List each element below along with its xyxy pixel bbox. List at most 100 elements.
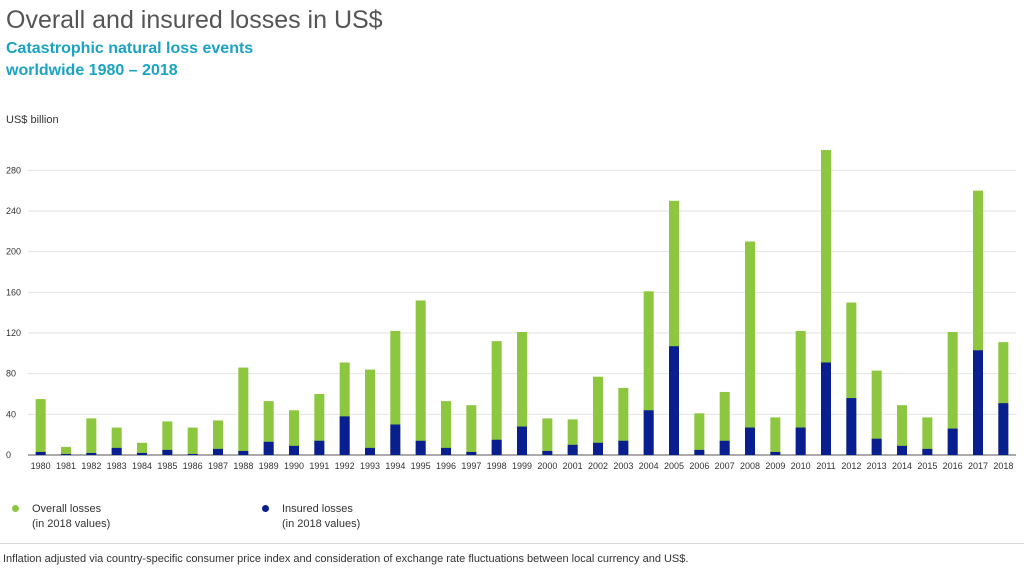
x-tick-label: 1995 bbox=[411, 461, 431, 471]
x-tick-label: 2010 bbox=[791, 461, 811, 471]
bar-insured bbox=[238, 450, 249, 455]
bar-insured bbox=[111, 447, 122, 455]
bar-insured bbox=[35, 451, 46, 455]
x-tick-label: 2000 bbox=[537, 461, 557, 471]
x-tick-label: 1997 bbox=[461, 461, 481, 471]
bar-overall bbox=[922, 417, 933, 455]
x-tick-label: 2003 bbox=[613, 461, 633, 471]
bar-insured bbox=[314, 440, 325, 455]
bar-overall bbox=[111, 427, 122, 455]
bar-overall bbox=[314, 394, 325, 455]
bar-overall bbox=[846, 302, 857, 455]
bar-overall bbox=[871, 370, 882, 455]
bar-insured bbox=[897, 445, 907, 455]
bar-insured bbox=[466, 451, 477, 455]
bar-overall bbox=[137, 442, 147, 455]
legend-overall-swatch bbox=[12, 505, 19, 512]
x-tick-label: 1996 bbox=[436, 461, 456, 471]
bar-overall bbox=[669, 200, 679, 455]
y-tick-label: 120 bbox=[6, 328, 21, 338]
y-tick-label: 0 bbox=[6, 450, 11, 460]
x-tick-label: 1989 bbox=[259, 461, 279, 471]
bar-overall bbox=[694, 413, 705, 455]
bar-insured bbox=[339, 416, 350, 455]
bar-overall bbox=[618, 387, 629, 455]
bar-insured bbox=[187, 453, 198, 455]
bar-overall bbox=[187, 427, 198, 455]
bar-insured bbox=[441, 447, 451, 455]
bar-insured bbox=[618, 440, 629, 455]
bar-insured bbox=[719, 440, 730, 455]
bar-overall bbox=[719, 391, 730, 455]
y-tick-label: 80 bbox=[6, 369, 16, 379]
bar-overall bbox=[593, 376, 603, 455]
bar-overall bbox=[35, 399, 46, 455]
loss-bar-chart: 0 40 80 120 160 200 240 280 1980 1981 1982 1983 1984… bbox=[6, 150, 1016, 471]
bar-insured bbox=[593, 442, 603, 455]
x-tick-label: 2002 bbox=[588, 461, 608, 471]
legend-overall-label: Overall losses (in 2018 values) bbox=[32, 503, 111, 530]
y-tick-label: 40 bbox=[6, 409, 16, 419]
x-tick-label: 2001 bbox=[563, 461, 583, 471]
y-tick-label: 240 bbox=[6, 206, 21, 216]
bar-insured bbox=[137, 452, 147, 455]
bar-insured bbox=[542, 450, 553, 455]
x-tick-label: 1999 bbox=[512, 461, 532, 471]
bar-insured bbox=[973, 350, 983, 455]
bar-overall bbox=[643, 291, 654, 455]
bar-insured bbox=[289, 445, 299, 455]
bar-insured bbox=[669, 346, 679, 455]
x-tick-label: 1983 bbox=[107, 461, 127, 471]
chart-subtitle: Catastrophic natural loss events worldwi… bbox=[6, 40, 254, 79]
x-tick-label: 1985 bbox=[157, 461, 177, 471]
legend-insured-swatch bbox=[262, 505, 269, 512]
bar-insured bbox=[795, 427, 806, 455]
y-tick-label: 200 bbox=[6, 247, 21, 257]
bar-overall bbox=[745, 241, 755, 455]
x-tick-label: 1998 bbox=[487, 461, 507, 471]
x-tick-label: 1993 bbox=[360, 461, 380, 471]
bar-overall bbox=[491, 341, 502, 455]
footnote: Inflation adjusted via country-specific … bbox=[3, 553, 689, 565]
bar-insured bbox=[770, 451, 781, 455]
bar-overall bbox=[897, 405, 907, 455]
y-tick-label: 160 bbox=[6, 287, 21, 297]
bar-insured bbox=[415, 440, 426, 455]
bar-overall bbox=[415, 300, 426, 455]
bar-insured bbox=[365, 447, 375, 455]
x-tick-label: 2017 bbox=[968, 461, 988, 471]
bar-overall bbox=[466, 405, 477, 455]
x-tick-label: 1987 bbox=[208, 461, 228, 471]
bar-insured bbox=[947, 428, 958, 455]
bar-insured bbox=[491, 439, 502, 455]
bar-insured bbox=[846, 398, 857, 455]
x-tick-label: 2013 bbox=[867, 461, 887, 471]
x-tick-label: 2014 bbox=[892, 461, 912, 471]
bar-overall bbox=[61, 446, 71, 455]
y-tick-label: 280 bbox=[6, 165, 21, 175]
bar-insured bbox=[162, 449, 173, 455]
bar-insured bbox=[694, 449, 705, 455]
x-tick-label: 1984 bbox=[132, 461, 152, 471]
bar-overall bbox=[973, 190, 983, 455]
x-tick-label: 2016 bbox=[943, 461, 963, 471]
x-tick-label: 1986 bbox=[183, 461, 203, 471]
bar-overall bbox=[263, 401, 274, 455]
x-tick-label: 2018 bbox=[993, 461, 1013, 471]
y-axis-unit-label: US$ billion bbox=[6, 114, 59, 126]
x-tick-label: 2004 bbox=[639, 461, 659, 471]
bar-insured bbox=[643, 410, 654, 455]
x-tick-label: 2011 bbox=[816, 461, 835, 471]
bar-insured bbox=[567, 444, 578, 455]
x-tick-label: 1980 bbox=[31, 461, 51, 471]
bar-insured bbox=[390, 424, 401, 455]
x-tick-label: 1982 bbox=[81, 461, 101, 471]
x-tick-label: 1992 bbox=[335, 461, 355, 471]
bar-overall bbox=[542, 418, 553, 455]
bar-overall bbox=[441, 401, 451, 455]
x-tick-label: 2008 bbox=[740, 461, 760, 471]
bar-insured bbox=[61, 453, 71, 455]
bar-overall bbox=[567, 419, 578, 455]
x-tick-label: 2009 bbox=[765, 461, 785, 471]
bar-insured bbox=[821, 362, 831, 455]
